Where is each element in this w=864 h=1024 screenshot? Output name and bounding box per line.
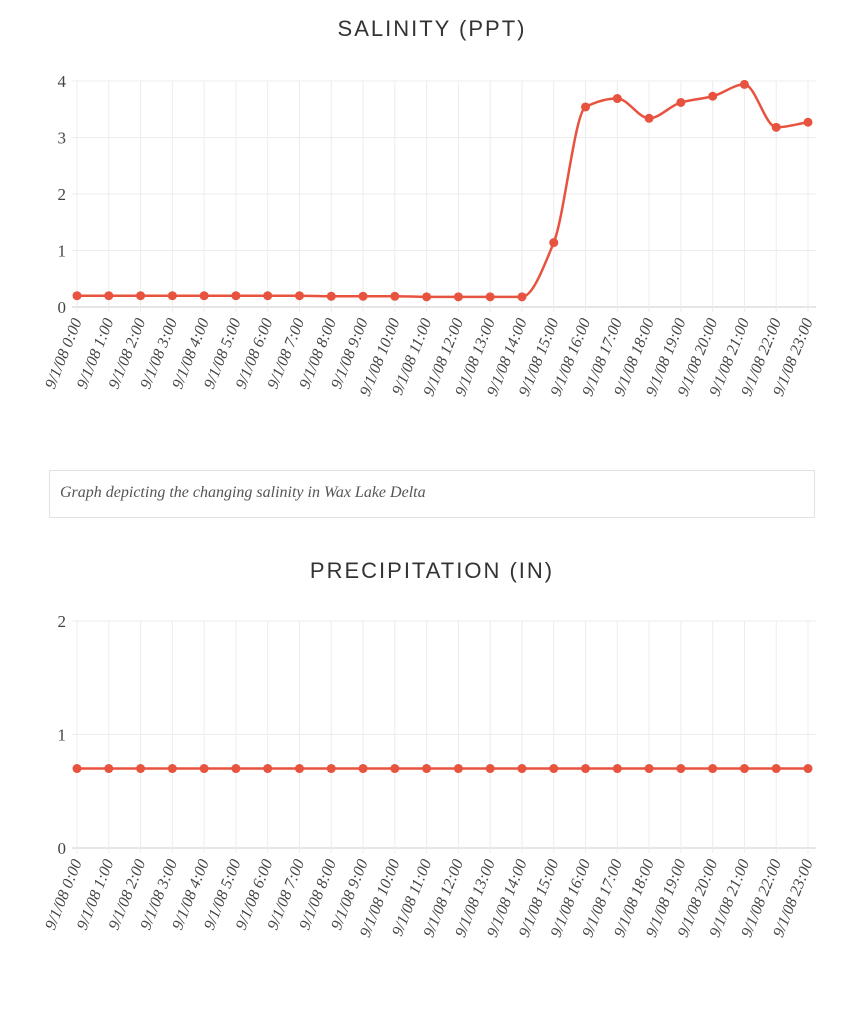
precipitation-data-point[interactable] [739, 764, 749, 774]
salinity-data-point[interactable] [612, 94, 622, 104]
precipitation-data-point[interactable] [358, 764, 368, 774]
salinity-data-point[interactable] [294, 291, 304, 301]
salinity-data-point[interactable] [136, 291, 146, 301]
salinity-y-tick-label: 0 [58, 298, 67, 317]
salinity-data-point[interactable] [358, 291, 368, 301]
precipitation-data-point[interactable] [136, 764, 146, 774]
salinity-data-point[interactable] [390, 291, 400, 301]
precipitation-y-tick-label: 2 [58, 612, 67, 631]
precipitation-data-point[interactable] [167, 764, 177, 774]
salinity-y-tick-label: 2 [58, 185, 67, 204]
precipitation-data-point[interactable] [294, 764, 304, 774]
precipitation-data-point[interactable] [708, 764, 718, 774]
salinity-y-tick-label: 4 [58, 72, 67, 91]
precipitation-data-point[interactable] [803, 764, 813, 774]
precipitation-y-tick-label: 0 [58, 839, 67, 858]
salinity-data-point[interactable] [676, 97, 686, 107]
precipitation-data-point[interactable] [72, 764, 82, 774]
precipitation-data-point[interactable] [326, 764, 336, 774]
precipitation-data-point[interactable] [199, 764, 209, 774]
precipitation-data-point[interactable] [231, 764, 241, 774]
precipitation-data-point[interactable] [390, 764, 400, 774]
precipitation-data-point[interactable] [263, 764, 273, 774]
salinity-data-point[interactable] [231, 291, 241, 301]
salinity-data-point[interactable] [263, 291, 273, 301]
precipitation-data-point[interactable] [581, 764, 591, 774]
precipitation-data-point[interactable] [549, 764, 559, 774]
precipitation-data-point[interactable] [676, 764, 686, 774]
salinity-data-point[interactable] [422, 292, 432, 302]
salinity-data-point[interactable] [581, 102, 591, 112]
chart-caption-box: Graph depicting the changing salinity in… [49, 470, 815, 518]
precipitation-data-point[interactable] [104, 764, 114, 774]
salinity-y-tick-label: 3 [58, 129, 67, 148]
salinity-data-point[interactable] [708, 91, 718, 101]
precipitation-chart-title: PRECIPITATION (IN) [309, 558, 555, 583]
salinity-data-point[interactable] [326, 291, 336, 301]
salinity-y-tick-label: 1 [58, 242, 67, 261]
salinity-data-point[interactable] [72, 291, 82, 301]
salinity-data-point[interactable] [453, 292, 463, 302]
precipitation-data-point[interactable] [453, 764, 463, 774]
precipitation-data-point[interactable] [612, 764, 622, 774]
precipitation-data-point[interactable] [644, 764, 654, 774]
salinity-chart-title: SALINITY (PPT) [337, 16, 527, 41]
salinity-data-point[interactable] [644, 113, 654, 123]
salinity-data-point[interactable] [803, 117, 813, 127]
precipitation-data-point[interactable] [422, 764, 432, 774]
salinity-data-point[interactable] [517, 292, 527, 302]
salinity-data-point[interactable] [771, 122, 781, 132]
precipitation-data-point[interactable] [517, 764, 527, 774]
precipitation-data-point[interactable] [771, 764, 781, 774]
salinity-data-point[interactable] [739, 79, 749, 89]
salinity-data-point[interactable] [485, 292, 495, 302]
precipitation-data-point[interactable] [485, 764, 495, 774]
salinity-data-point[interactable] [199, 291, 209, 301]
salinity-data-point[interactable] [549, 238, 559, 248]
precipitation-y-tick-label: 1 [58, 726, 67, 745]
salinity-data-point[interactable] [104, 291, 114, 301]
salinity-data-point[interactable] [167, 291, 177, 301]
chart-caption: Graph depicting the changing salinity in… [60, 484, 426, 501]
